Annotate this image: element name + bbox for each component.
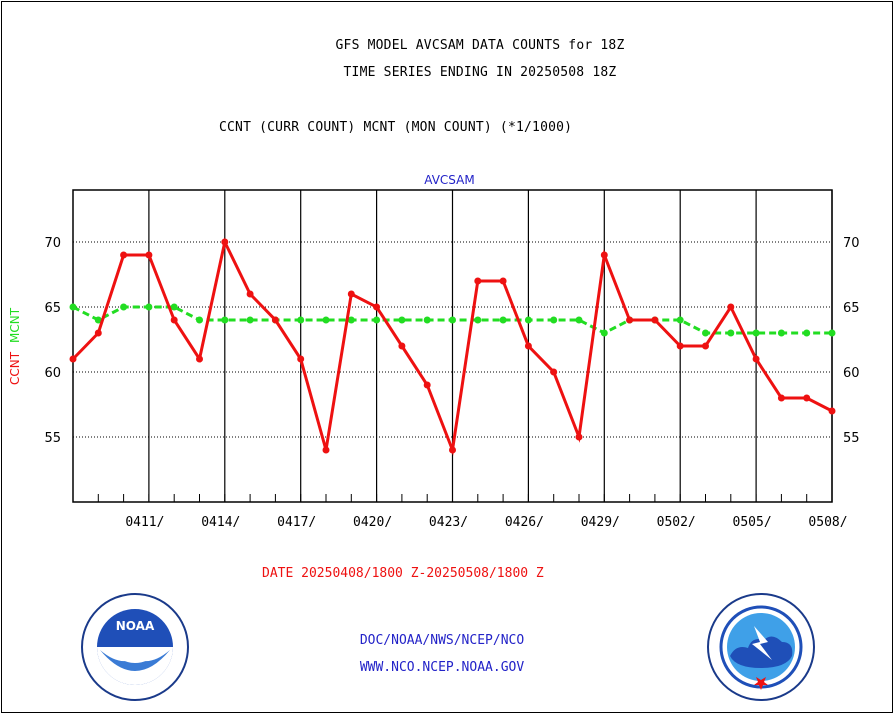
x-tick-label: 0423/: [429, 515, 468, 530]
data-point-mcnt: [246, 316, 254, 324]
data-point-mcnt: [524, 316, 532, 324]
data-point-ccnt: [271, 316, 279, 324]
data-point-ccnt: [69, 355, 77, 363]
data-point-mcnt: [423, 316, 431, 324]
chart-title-line-3: CCNT (CURR COUNT) MCNT (MON COUNT) (*1/1…: [219, 120, 573, 135]
data-point-ccnt: [600, 251, 608, 259]
data-point-mcnt: [474, 316, 482, 324]
chart-title-line-1: GFS MODEL AVCSAM DATA COUNTS for 18Z: [335, 38, 625, 53]
data-point-ccnt: [524, 342, 532, 350]
data-point-mcnt: [170, 303, 178, 311]
data-point-ccnt: [550, 368, 558, 376]
x-tick-label: 0414/: [201, 515, 240, 530]
data-point-mcnt: [145, 303, 153, 311]
data-point-ccnt: [322, 446, 330, 454]
noaa-logo-icon: NOAA: [81, 593, 189, 701]
data-point-ccnt: [575, 433, 583, 441]
footer-url-line[interactable]: WWW.NCO.NCEP.NOAA.GOV: [359, 660, 525, 675]
data-point-mcnt: [373, 316, 381, 324]
y-tick-label-right: 70: [843, 236, 860, 251]
data-point-ccnt: [423, 381, 431, 389]
data-point-ccnt: [373, 303, 381, 311]
data-point-ccnt: [449, 446, 456, 454]
data-point-ccnt: [777, 394, 785, 402]
data-point-ccnt: [347, 290, 355, 298]
data-point-ccnt: [626, 316, 634, 324]
x-tick-label: 0420/: [353, 515, 392, 530]
data-point-ccnt: [651, 316, 659, 324]
y-tick-label-left: 60: [44, 366, 61, 381]
data-point-mcnt: [600, 329, 608, 337]
data-point-ccnt: [94, 329, 102, 337]
y-tick-label-right: 60: [843, 366, 860, 381]
x-tick-label: 0502/: [657, 515, 696, 530]
data-point-mcnt: [322, 316, 330, 324]
noaa-logo-text: NOAA: [116, 619, 155, 633]
y-tick-label-left: 65: [44, 301, 61, 316]
data-point-ccnt: [702, 342, 709, 350]
data-point-ccnt: [474, 277, 482, 285]
data-point-mcnt: [828, 329, 836, 337]
nws-logo-icon: [707, 593, 815, 701]
chart-title-line-2: TIME SERIES ENDING IN 20250508 18Z: [343, 65, 617, 80]
y-axis-label-mcnt: MCNT: [8, 307, 22, 343]
data-point-mcnt: [499, 316, 507, 324]
data-point-mcnt: [398, 316, 406, 324]
y-tick-label-left: 70: [44, 236, 61, 251]
data-point-mcnt: [347, 316, 355, 324]
y-tick-label-left: 55: [44, 431, 61, 446]
data-point-mcnt: [752, 329, 760, 337]
data-point-ccnt: [828, 407, 836, 415]
data-point-ccnt: [120, 251, 128, 259]
data-point-ccnt: [196, 355, 203, 363]
data-point-mcnt: [120, 303, 128, 311]
data-point-ccnt: [676, 342, 684, 350]
plot-title: AVCSAM: [424, 173, 474, 187]
footer-org-line: DOC/NOAA/NWS/NCEP/NCO: [359, 633, 525, 648]
data-point-ccnt: [297, 355, 305, 363]
data-point-ccnt: [803, 394, 811, 402]
date-range-label: DATE 20250408/1800 Z-20250508/1800 Z: [262, 566, 544, 581]
x-tick-label: 0426/: [505, 515, 544, 530]
data-point-ccnt: [499, 277, 507, 285]
x-tick-label: 0508/: [808, 515, 847, 530]
time-series-chart: 0411/0414/0417/0420/0423/0426/0429/0502/…: [8, 173, 860, 530]
x-tick-label: 0411/: [125, 515, 164, 530]
data-point-ccnt: [398, 342, 406, 350]
y-tick-label-right: 65: [843, 301, 860, 316]
x-tick-label: 0505/: [733, 515, 772, 530]
x-tick-label: 0429/: [581, 515, 620, 530]
x-tick-label: 0417/: [277, 515, 316, 530]
data-point-mcnt: [69, 303, 77, 311]
data-point-mcnt: [676, 316, 684, 324]
y-tick-label-right: 55: [843, 431, 860, 446]
data-point-mcnt: [196, 316, 203, 324]
data-point-ccnt: [170, 316, 178, 324]
data-point-mcnt: [94, 316, 102, 324]
data-point-mcnt: [297, 316, 305, 324]
data-point-mcnt: [777, 329, 785, 337]
data-point-mcnt: [575, 316, 583, 324]
data-point-ccnt: [246, 290, 254, 298]
y-axis-label-ccnt: CCNT: [8, 351, 22, 385]
data-point-ccnt: [727, 303, 735, 311]
data-point-ccnt: [145, 251, 153, 259]
data-point-ccnt: [221, 238, 229, 246]
data-point-mcnt: [702, 329, 709, 337]
data-point-mcnt: [727, 329, 735, 337]
data-point-ccnt: [752, 355, 760, 363]
data-point-mcnt: [550, 316, 558, 324]
data-point-mcnt: [803, 329, 811, 337]
data-point-mcnt: [449, 316, 456, 324]
data-point-mcnt: [221, 316, 229, 324]
